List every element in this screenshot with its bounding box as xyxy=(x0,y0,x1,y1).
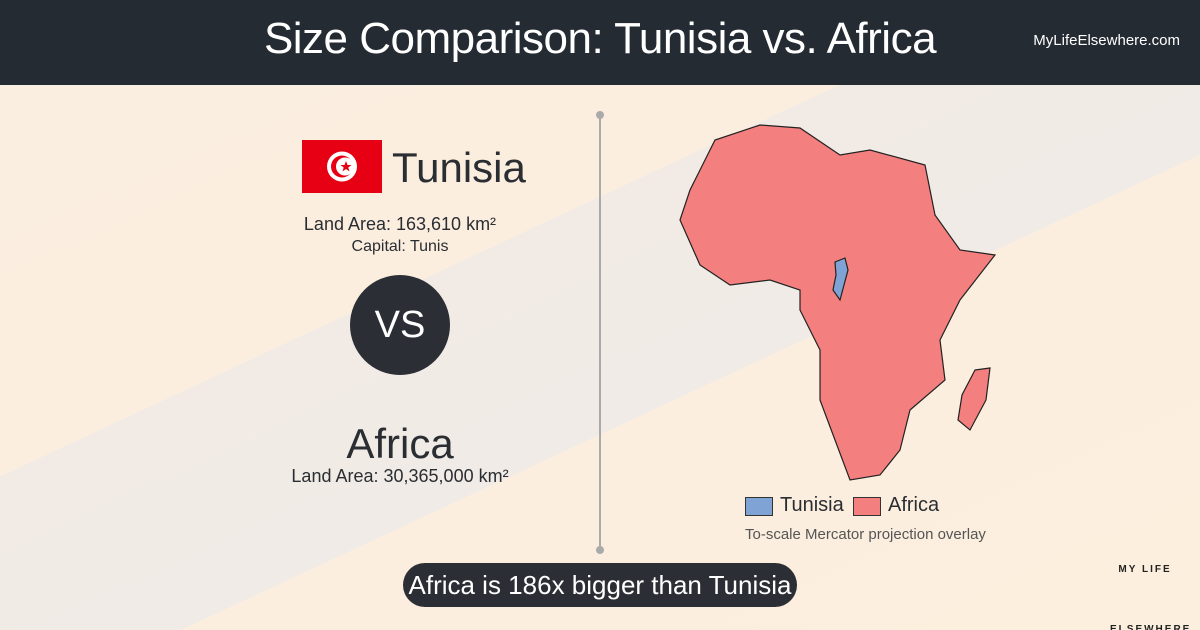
legend-swatch xyxy=(745,497,773,516)
site-name[interactable]: MyLifeElsewhere.com xyxy=(1033,32,1180,49)
caption: To-scale Mercator projection overlay xyxy=(745,526,986,543)
divider xyxy=(599,115,601,550)
legend-label: Africa xyxy=(888,494,940,516)
capital: Capital: Tunis xyxy=(351,238,449,255)
header: Size Comparison: Tunisia vs. Africa MyLi… xyxy=(0,0,1200,85)
logo: MY LIFE ELSEWHERE xyxy=(1110,564,1192,630)
tunisia-shape xyxy=(832,257,849,302)
divider-dot xyxy=(596,546,604,554)
africa-shape xyxy=(679,124,997,481)
legend-label: Tunisia xyxy=(780,494,844,516)
land-area: Land Area: 163,610 km² xyxy=(303,214,497,234)
country-name: Tunisia xyxy=(392,144,526,191)
vs-badge: VS xyxy=(350,275,450,375)
title: Size Comparison: Tunisia vs. Africa xyxy=(263,14,937,63)
land-area: Land Area: 30,365,000 km² xyxy=(291,466,509,486)
region-name: Africa xyxy=(346,420,454,467)
madagascar-shape xyxy=(957,367,991,431)
tunisia-flag xyxy=(302,140,382,193)
legend-swatch xyxy=(853,497,881,516)
statement: Africa is 186x bigger than Tunisia xyxy=(403,563,797,607)
divider-dot xyxy=(596,111,604,119)
